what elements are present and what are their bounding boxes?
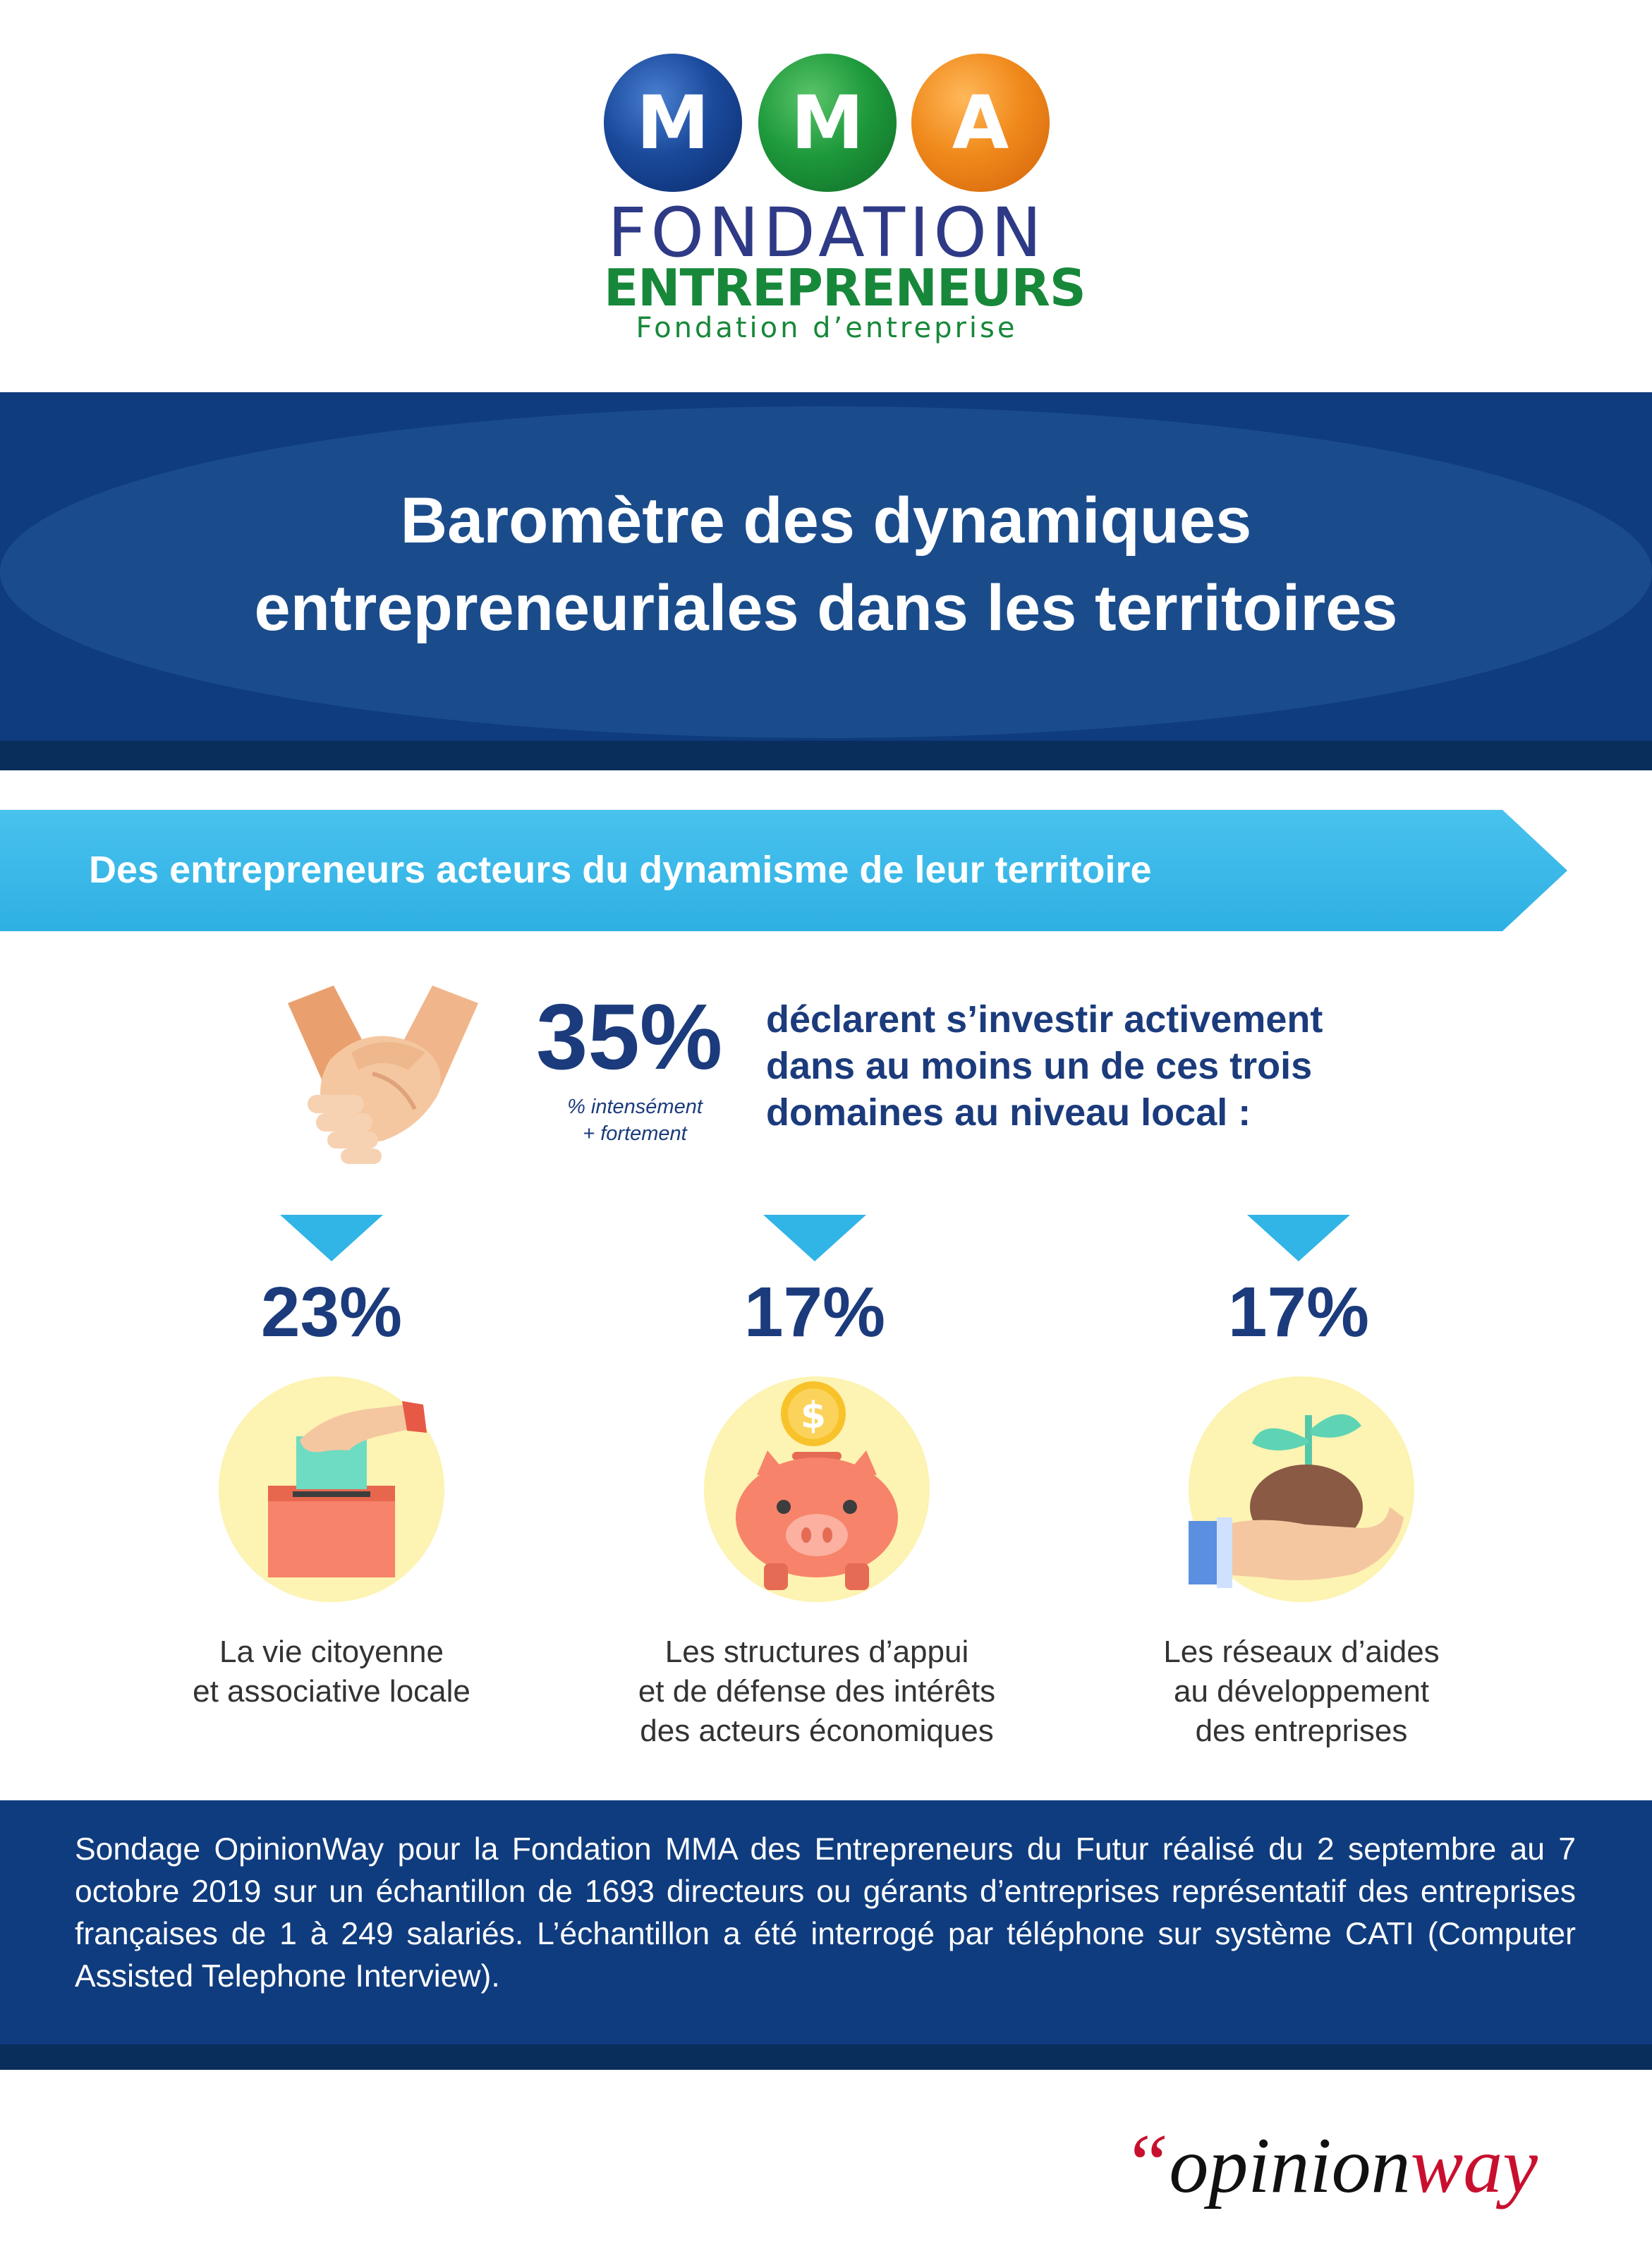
opinionway-logo-part2: way	[1410, 2122, 1538, 2210]
opinionway-quote-mark: “	[1122, 2116, 1170, 2210]
down-arrow-icon	[763, 1215, 866, 1261]
headline-desc-line3: domaines au niveau local :	[766, 1091, 1251, 1134]
down-arrow-icon	[280, 1215, 383, 1261]
stat-label-networks-line3: des entreprises	[1195, 1714, 1408, 1748]
opinionway-logo-part1: opinion	[1169, 2122, 1411, 2210]
logo-fondation-text: FONDATION	[607, 193, 1046, 272]
handshake-icon	[288, 986, 478, 1164]
piggy-bank-icon: $	[704, 1376, 930, 1602]
survey-methodology-text: Sondage OpinionWay pour la Fondation MMA…	[75, 1832, 1576, 1994]
stat-label-networks: Les réseaux d’aides au développement des…	[1083, 1632, 1520, 1751]
logo-ball-blue: M	[604, 54, 742, 192]
page-title: Baromètre des dynamiques entrepreneurial…	[0, 477, 1652, 652]
stat-label-support: Les structures d’appui et de défense des…	[598, 1632, 1035, 1751]
logo-subtitle-text: Fondation d’entreprise	[636, 312, 1018, 344]
stat-label-citizen-line2: et associative locale	[193, 1674, 470, 1709]
headline-description: déclarent s’investir activement dans au …	[766, 996, 1415, 1136]
stat-value-networks: 17%	[1227, 1273, 1370, 1352]
stat-label-support-line3: des acteurs économiques	[640, 1714, 994, 1748]
plant-in-hand-icon	[1189, 1376, 1414, 1602]
stat-label-citizen: La vie citoyenne et associative locale	[113, 1632, 550, 1711]
logo-entrepreneurs-text: ENTREPRENEURS	[604, 258, 1086, 317]
title-band-ellipse	[0, 406, 1652, 738]
footer-band	[0, 1800, 1652, 2068]
headline-note: % intensément + fortement	[536, 1093, 734, 1147]
stat-label-networks-line2: au développement	[1173, 1674, 1430, 1709]
stat-label-support-line1: Les structures d’appui	[664, 1635, 969, 1669]
headline-desc-line2: dans au moins un de ces trois	[766, 1045, 1313, 1087]
headline-note-line2: + fortement	[583, 1122, 687, 1145]
opinionway-logo: “opinionway	[1086, 2118, 1538, 2212]
title-band-shadow	[0, 741, 1652, 770]
stat-value-citizen: 23%	[260, 1273, 403, 1352]
stat-label-citizen-line1: La vie citoyenne	[219, 1635, 444, 1669]
footer-band-shadow	[0, 2044, 1652, 2070]
stat-value-support: 17%	[743, 1273, 886, 1352]
section-title: Des entrepreneurs acteurs du dynamisme d…	[89, 849, 1152, 891]
headline-value: 35%	[536, 985, 723, 1089]
headline-note-line1: % intensément	[567, 1096, 703, 1118]
stat-label-support-line2: et de défense des intérêts	[638, 1674, 996, 1709]
stat-label-networks-line1: Les réseaux d’aides	[1163, 1635, 1440, 1669]
page-title-line1: Baromètre des dynamiques	[400, 485, 1252, 557]
svg-text:$: $	[801, 1395, 826, 1437]
logo-ball-orange: A	[911, 54, 1050, 192]
down-arrow-icon	[1247, 1215, 1350, 1261]
title-band	[0, 392, 1652, 741]
ballot-box-icon	[219, 1376, 444, 1602]
logo-ball-green: M	[758, 54, 897, 192]
headline-desc-line1: déclarent s’investir activement	[766, 998, 1323, 1041]
page-title-line2: entrepreneuriales dans les territoires	[254, 572, 1398, 644]
section-arrow-banner	[0, 810, 1567, 931]
